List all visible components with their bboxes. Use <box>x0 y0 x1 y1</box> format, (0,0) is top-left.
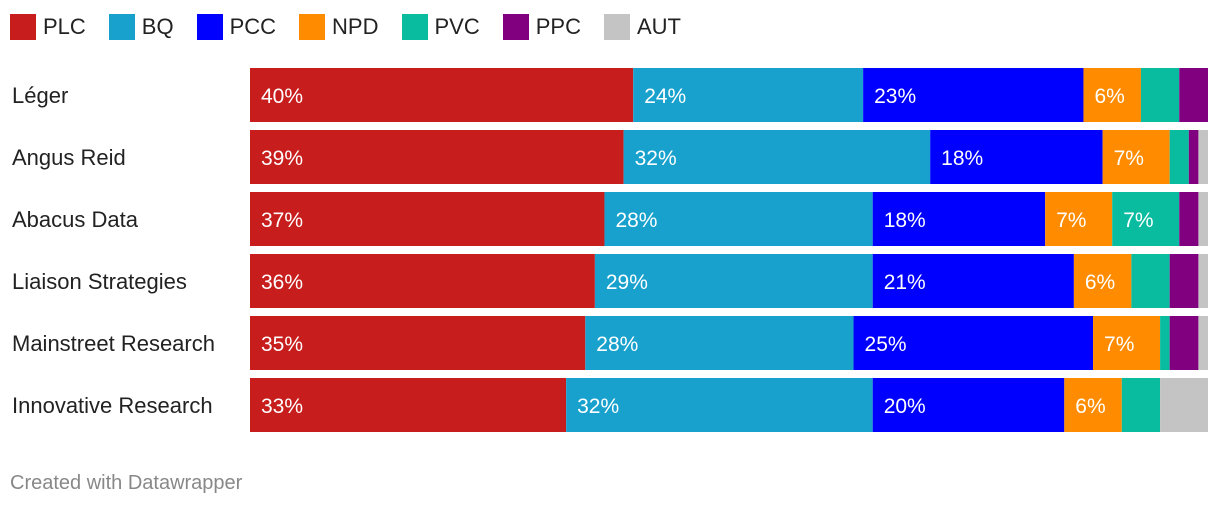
legend-label: BQ <box>141 14 174 39</box>
bar-segment-plc <box>250 378 567 432</box>
legend-swatch <box>10 14 36 40</box>
legend-label: PLC <box>43 14 86 39</box>
bar-segment-npd <box>1064 378 1122 432</box>
bar-segment-ppc <box>1169 316 1199 370</box>
bar-segment-pcc <box>872 192 1046 246</box>
bar-segment-plc <box>250 68 634 122</box>
bar-segment-pvc <box>1140 68 1180 122</box>
legend-swatch <box>108 14 135 40</box>
data-label: 32% <box>577 395 619 418</box>
credit-text: Created with Datawrapper <box>10 472 243 494</box>
bar-segment-pvc <box>1112 192 1180 246</box>
data-label: 6% <box>1085 271 1115 294</box>
bar-segment-aut <box>1198 130 1208 184</box>
bar-segment-aut <box>1198 316 1208 370</box>
data-label: 18% <box>884 209 926 232</box>
data-label: 39% <box>261 147 303 170</box>
data-label: 29% <box>606 271 648 294</box>
bar-segment-plc <box>250 316 586 370</box>
bar-segment-pvc <box>1169 130 1189 184</box>
bar-segment-bq <box>585 316 854 370</box>
data-label: 28% <box>615 209 657 232</box>
data-label: 7% <box>1056 209 1086 232</box>
legend-item-aut: AUT <box>604 14 681 40</box>
data-label: 40% <box>261 85 303 108</box>
bar-segment-ppc <box>1188 130 1199 184</box>
data-label: 25% <box>865 333 907 356</box>
legend-label: PVC <box>434 14 480 39</box>
legend-label: AUT <box>637 14 681 39</box>
data-label: 21% <box>884 271 926 294</box>
bar-segment-npd <box>1093 316 1161 370</box>
data-label: 6% <box>1094 85 1124 108</box>
legend-item-npd: NPD <box>299 14 379 40</box>
data-label: 7% <box>1114 147 1144 170</box>
bar-segment-pcc <box>930 130 1103 184</box>
bar-segment-npd <box>1045 192 1113 246</box>
bar-segment-bq <box>633 68 864 122</box>
legend-item-ppc: PPC <box>502 14 581 40</box>
legend-swatch <box>401 14 428 40</box>
legend-item-pvc: PVC <box>401 14 480 40</box>
category-label: Innovative Research <box>12 393 213 418</box>
bar-segment-npd <box>1102 130 1170 184</box>
legend-swatch <box>604 14 630 40</box>
legend-label: PCC <box>229 14 277 39</box>
data-label: 23% <box>874 85 916 108</box>
data-label: 33% <box>261 395 303 418</box>
bar-segment-pcc <box>853 316 1094 370</box>
data-label: 7% <box>1123 209 1153 232</box>
category-label: Liaison Strategies <box>12 269 187 294</box>
legend-label: NPD <box>332 14 379 39</box>
bar-segment-aut <box>1198 192 1208 246</box>
bar-segment-ppc <box>1169 254 1199 308</box>
legend-swatch <box>502 14 529 40</box>
category-label: Léger <box>12 83 68 108</box>
legend-item-pcc: PCC <box>196 14 277 40</box>
category-label: Abacus Data <box>12 207 139 232</box>
category-label: Angus Reid <box>12 145 126 170</box>
bar-segment-ppc <box>1179 68 1208 122</box>
bar-segment-pcc <box>872 378 1065 432</box>
bar-segment-bq <box>566 378 873 432</box>
legend-swatch <box>196 14 223 40</box>
bar-segment-aut <box>1160 378 1208 432</box>
legend-swatch <box>299 14 326 40</box>
category-label: Mainstreet Research <box>12 331 215 356</box>
bar-segment-plc <box>250 130 624 184</box>
bar-segment-bq <box>623 130 931 184</box>
bar-segment-aut <box>1198 254 1208 308</box>
bar-segment-pvc <box>1131 254 1170 308</box>
legend-item-bq: BQ <box>108 14 174 40</box>
data-label: 18% <box>941 147 983 170</box>
legend-item-plc: PLC <box>10 14 86 40</box>
bar-segment-plc <box>250 254 595 308</box>
data-label: 28% <box>596 333 638 356</box>
legend-label: PPC <box>535 14 581 39</box>
bar-segment-pvc <box>1160 316 1170 370</box>
bar-segment-pcc <box>863 68 1084 122</box>
bar-segment-npd <box>1073 254 1132 308</box>
data-label: 35% <box>261 333 303 356</box>
bar-segment-bq <box>604 192 873 246</box>
bar-segment-pvc <box>1121 378 1161 432</box>
data-label: 32% <box>635 147 677 170</box>
bar-segment-bq <box>594 254 873 308</box>
data-label: 36% <box>261 271 303 294</box>
bar-segment-npd <box>1083 68 1141 122</box>
data-label: 6% <box>1075 395 1105 418</box>
bar-segment-ppc <box>1179 192 1199 246</box>
data-label: 7% <box>1104 333 1134 356</box>
data-label: 24% <box>644 85 686 108</box>
data-label: 20% <box>884 395 926 418</box>
bar-segment-plc <box>250 192 605 246</box>
bar-segment-pcc <box>872 254 1074 308</box>
legend: PLC BQ PCC NPD PVC PPC AUT <box>10 12 704 42</box>
data-label: 37% <box>261 209 303 232</box>
